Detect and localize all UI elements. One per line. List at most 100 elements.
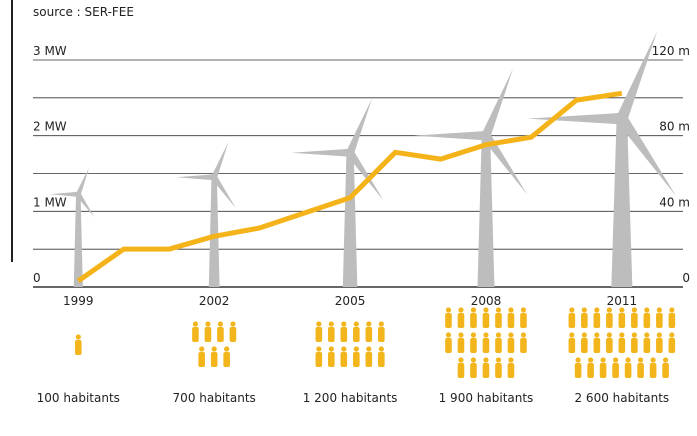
person-body [217, 327, 224, 342]
x-tick-label: 1999 [63, 294, 94, 308]
person-body [643, 313, 651, 328]
turbine-tower [208, 177, 220, 287]
person-body [378, 327, 385, 342]
turbine-blade [481, 69, 513, 138]
y-tick-label: 1 MW [33, 195, 67, 209]
person-body [457, 363, 465, 378]
person-head [470, 332, 477, 338]
people-label: 1 200 habitants [303, 391, 398, 405]
people-group [315, 321, 385, 367]
person-head [366, 321, 372, 327]
y2-tick-label: 120 m [652, 44, 690, 58]
person-body [198, 352, 205, 367]
person-head [656, 332, 662, 338]
person-head [631, 307, 637, 313]
person-head [366, 346, 372, 352]
person-body [568, 313, 576, 328]
person-head [230, 321, 236, 327]
person-body [378, 352, 385, 367]
turbine-blade [291, 148, 351, 157]
person-head [520, 307, 527, 313]
person-body [656, 338, 663, 353]
person-body [210, 352, 218, 367]
person-head [508, 332, 514, 338]
person-head [483, 307, 489, 313]
people-group [568, 307, 676, 378]
person-head [458, 332, 464, 338]
x-tick-label: 2005 [335, 294, 366, 308]
person-body [587, 363, 594, 378]
y2-tick-label: 40 m [659, 195, 690, 209]
person-head [328, 346, 334, 352]
person-body [593, 338, 601, 353]
person-head [316, 321, 322, 327]
person-head [663, 357, 669, 363]
person-head [495, 307, 502, 313]
x-tick-label: 2011 [607, 294, 638, 308]
person-head [470, 357, 477, 363]
person-body [618, 338, 626, 353]
turbine-blade [617, 115, 677, 197]
person-head [588, 357, 594, 363]
x-tick-label: 2008 [471, 294, 502, 308]
person-body [223, 352, 230, 367]
y2-tick-label: 80 m [659, 120, 690, 134]
turbine-blade [346, 98, 373, 155]
person-body [482, 338, 490, 353]
person-head [631, 332, 637, 338]
person-body [637, 363, 644, 378]
person-head [495, 332, 502, 338]
person-head [606, 307, 612, 313]
person-body [631, 313, 638, 328]
people-label: 700 habitants [173, 391, 256, 405]
person-body [365, 327, 373, 342]
person-head [669, 307, 675, 313]
y2-tick-label: 0 [682, 271, 690, 285]
person-body [204, 327, 212, 342]
person-body [643, 338, 651, 353]
people-group [74, 334, 82, 355]
person-body [495, 338, 502, 353]
turbine-blade [211, 142, 229, 179]
person-head [445, 307, 452, 313]
person-head [644, 332, 650, 338]
person-head [600, 357, 606, 363]
person-body [495, 313, 502, 328]
person-body [618, 313, 626, 328]
person-body [581, 313, 588, 328]
person-body [229, 327, 237, 342]
person-head [669, 332, 675, 338]
person-body [340, 352, 348, 367]
person-body [568, 338, 576, 353]
people-label: 100 habitants [37, 391, 120, 405]
person-head [353, 346, 359, 352]
person-body [192, 327, 199, 342]
turbine-blade [76, 192, 95, 218]
person-head [625, 357, 631, 363]
person-body [624, 363, 632, 378]
person-body [482, 313, 490, 328]
person-head [638, 357, 644, 363]
person-body [662, 363, 669, 378]
person-body [612, 363, 619, 378]
person-body [599, 363, 607, 378]
person-body [445, 313, 452, 328]
people-group [445, 307, 527, 378]
person-body [649, 363, 657, 378]
turbine-tower [342, 152, 358, 287]
person-head [581, 332, 587, 338]
person-head [341, 321, 347, 327]
person-head [656, 307, 662, 313]
person-body [315, 327, 323, 342]
person-body [328, 327, 335, 342]
person-body [668, 338, 676, 353]
person-head [211, 346, 217, 352]
person-head [495, 357, 502, 363]
person-head [192, 321, 199, 327]
y-tick-label: 2 MW [33, 120, 67, 134]
person-head [581, 307, 587, 313]
turbine-blade [346, 150, 384, 201]
person-body [74, 340, 82, 355]
turbine-blade [527, 112, 622, 125]
person-body [340, 327, 348, 342]
